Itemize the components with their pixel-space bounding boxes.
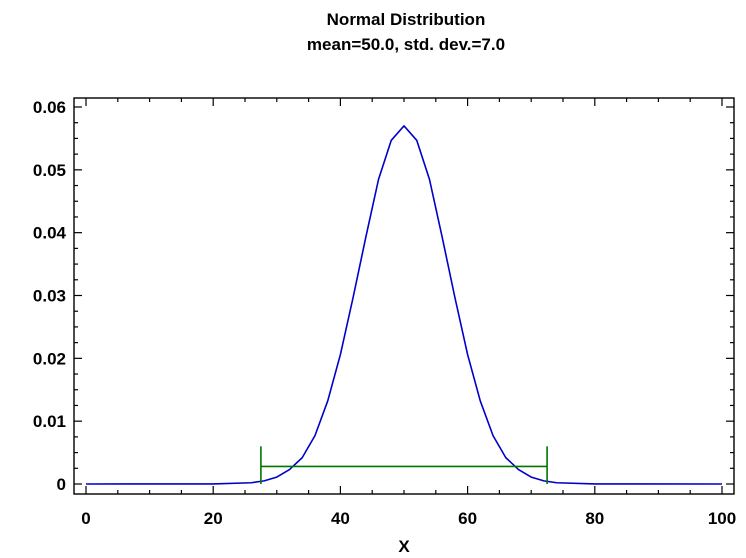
- x-tick-label: 0: [81, 509, 90, 528]
- y-tick-label: 0.06: [33, 98, 66, 117]
- chart-subtitle: mean=50.0, std. dev.=7.0: [307, 35, 505, 54]
- x-axis-label: X: [398, 537, 410, 556]
- y-tick-label: 0.02: [33, 349, 66, 368]
- y-tick-label: 0.05: [33, 161, 66, 180]
- axis-tick-labels: 0 20 40 60 80 100 0 0.01 0.02 0.03 0.04 0.05 0.06: [33, 98, 736, 528]
- x-tick-label: 20: [204, 509, 223, 528]
- y-tick-label: 0.03: [33, 287, 66, 306]
- x-tick-label: 60: [458, 509, 477, 528]
- x-tick-label: 100: [708, 509, 736, 528]
- interval-annotation: [260, 446, 548, 484]
- plot-area-frame: [73, 97, 735, 495]
- density-curve: [85, 125, 723, 485]
- series-lines: [85, 125, 723, 485]
- axis-ticks: [74, 98, 734, 494]
- x-tick-label: 80: [585, 509, 604, 528]
- chart-title: Normal Distribution: [327, 10, 486, 29]
- y-tick-label: 0.04: [33, 224, 67, 243]
- y-tick-label: 0: [57, 475, 66, 494]
- y-tick-label: 0.01: [33, 412, 66, 431]
- x-tick-label: 40: [331, 509, 350, 528]
